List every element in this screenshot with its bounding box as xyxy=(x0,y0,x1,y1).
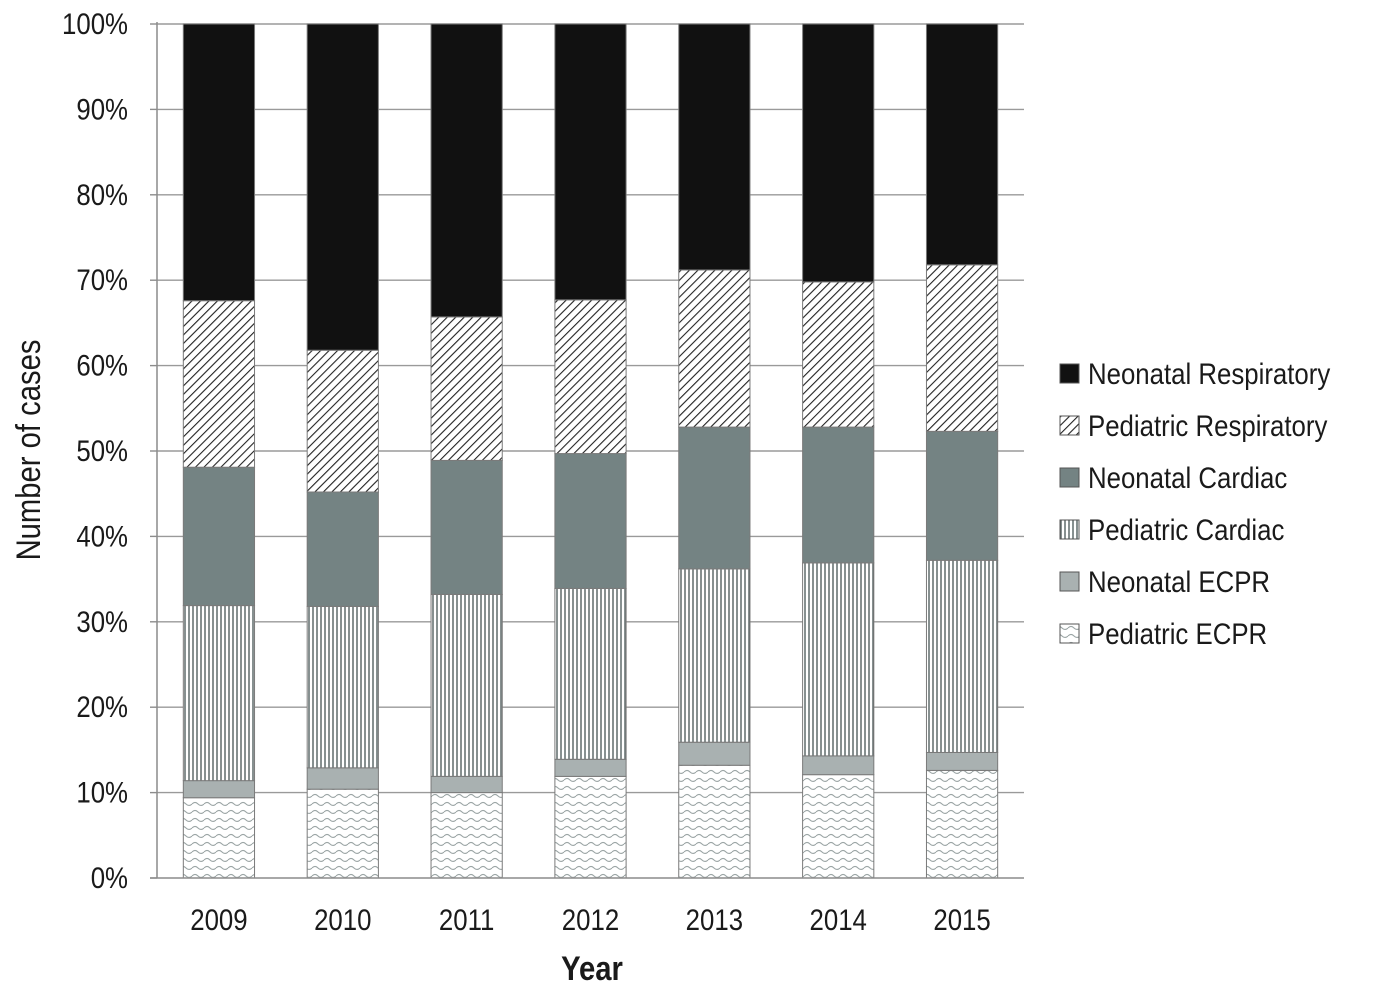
bar-segment xyxy=(678,741,751,766)
bar-segment xyxy=(430,459,503,595)
legend-swatch xyxy=(1059,571,1080,592)
y-tick-label: 30% xyxy=(76,605,128,638)
bar-segment xyxy=(554,453,627,589)
bar-segment xyxy=(182,23,256,302)
legend-label: Pediatric Cardiac xyxy=(1088,513,1284,546)
bar-segment xyxy=(554,587,627,760)
y-tick-label: 50% xyxy=(76,434,128,467)
bar-segment xyxy=(802,281,875,428)
y-tick-label: 70% xyxy=(76,263,128,296)
bar-segment xyxy=(925,559,999,753)
x-tick-label: 2014 xyxy=(810,903,867,936)
bar-segment xyxy=(925,769,999,879)
bar-segment xyxy=(306,767,379,790)
bar-segment xyxy=(306,491,379,607)
bar-segment xyxy=(678,269,751,428)
legend-label: Neonatal Respiratory xyxy=(1088,357,1330,390)
bar-segment xyxy=(430,792,503,879)
bar-segment xyxy=(306,788,379,879)
axes xyxy=(150,22,1024,879)
bar-segment xyxy=(925,430,999,561)
bar-segment xyxy=(430,316,503,461)
x-tick-label: 2015 xyxy=(933,903,990,936)
x-axis-title: Year xyxy=(561,949,623,988)
bar-segment xyxy=(430,775,503,794)
y-tick-label: 40% xyxy=(76,520,128,553)
bar-segment xyxy=(802,774,875,879)
bar-segment xyxy=(182,780,256,799)
bar-segment xyxy=(802,23,875,283)
bar-segment xyxy=(925,23,999,266)
bar-segment xyxy=(802,426,875,564)
legend: Neonatal Respiratory Pediatric Respirator… xyxy=(1059,357,1330,650)
y-tick-label: 10% xyxy=(76,776,128,809)
bar-segment xyxy=(306,605,379,769)
y-tick-label: 0% xyxy=(91,861,128,894)
bar-segment xyxy=(430,23,503,318)
x-tick-label: 2012 xyxy=(562,903,619,936)
bar-segment xyxy=(678,764,751,879)
bar-segment xyxy=(678,426,751,570)
bar-segment xyxy=(678,568,751,743)
legend-swatch xyxy=(1059,519,1080,540)
y-tick-label: 60% xyxy=(76,349,128,382)
bar-segment xyxy=(306,23,379,351)
bar-segment xyxy=(306,349,379,493)
bars xyxy=(182,23,999,879)
legend-swatch xyxy=(1059,415,1080,436)
y-tick-label: 80% xyxy=(76,178,128,211)
legend-swatch xyxy=(1059,467,1080,488)
bar-segment xyxy=(182,466,256,607)
legend-label: Neonatal Cardiac xyxy=(1088,461,1287,494)
y-axis-title: Number of cases xyxy=(9,340,48,561)
x-tick-label: 2013 xyxy=(686,903,743,936)
bar-segment xyxy=(925,264,999,432)
legend-label: Pediatric ECPR xyxy=(1088,617,1267,650)
legend-swatch xyxy=(1059,363,1080,384)
legend-swatch xyxy=(1059,623,1080,644)
legend-label: Pediatric Respiratory xyxy=(1088,409,1327,442)
bar-segment xyxy=(925,751,999,771)
bar-segment xyxy=(802,755,875,776)
y-tick-label: 100% xyxy=(62,7,128,40)
bar-segment xyxy=(802,562,875,757)
x-tick-label: 2009 xyxy=(190,903,247,936)
bar-segment xyxy=(182,300,256,468)
bar-segment xyxy=(182,797,256,879)
y-tick-label: 90% xyxy=(76,93,128,126)
bar-segment xyxy=(678,23,751,271)
bar-segment xyxy=(554,758,627,777)
x-tick-label: 2011 xyxy=(439,903,494,936)
bar-segment xyxy=(554,299,627,455)
y-tick-labels: 0% 10% 20% 30% 40% 50% 60% 70% 80% 90% 100% xyxy=(62,7,128,894)
bar-segment xyxy=(554,23,627,301)
bar-segment xyxy=(430,593,503,777)
y-tick-label: 20% xyxy=(76,690,128,723)
x-tick-labels: 2009 2010 2011 2012 2013 2014 2015 xyxy=(190,903,991,936)
x-tick-label: 2010 xyxy=(314,903,371,936)
bar-segment xyxy=(554,775,627,879)
legend-label: Neonatal ECPR xyxy=(1088,565,1270,598)
bar-segment xyxy=(182,605,256,782)
